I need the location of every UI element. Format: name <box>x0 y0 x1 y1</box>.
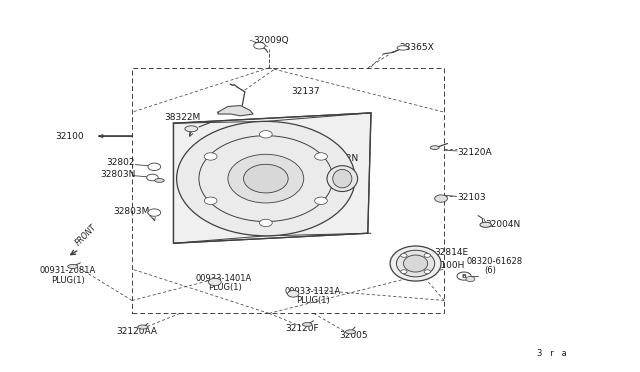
Ellipse shape <box>185 126 198 132</box>
Ellipse shape <box>244 164 288 193</box>
Text: FRONT: FRONT <box>74 223 98 248</box>
Circle shape <box>401 254 407 257</box>
Text: 32803N: 32803N <box>100 170 136 179</box>
Text: 32814E: 32814E <box>435 248 469 257</box>
Circle shape <box>424 254 431 257</box>
Circle shape <box>401 270 407 273</box>
Text: 32103: 32103 <box>457 193 486 202</box>
Circle shape <box>147 174 158 181</box>
Text: 32803M: 32803M <box>113 207 149 217</box>
Circle shape <box>148 163 161 170</box>
Ellipse shape <box>403 255 428 272</box>
Text: 32120AA: 32120AA <box>116 327 157 336</box>
Ellipse shape <box>228 154 304 203</box>
Circle shape <box>204 197 217 205</box>
Text: 38322M: 38322M <box>164 113 200 122</box>
Ellipse shape <box>396 250 435 277</box>
Circle shape <box>287 291 299 297</box>
Text: 32005: 32005 <box>339 331 368 340</box>
Text: 00931-2081A: 00931-2081A <box>40 266 96 275</box>
Text: 32120F: 32120F <box>285 324 319 333</box>
Text: 32120A: 32120A <box>457 148 492 157</box>
Text: PLUG(1): PLUG(1) <box>209 283 242 292</box>
Ellipse shape <box>480 222 492 227</box>
Ellipse shape <box>177 121 355 236</box>
Ellipse shape <box>390 246 441 281</box>
FancyArrowPatch shape <box>230 84 233 86</box>
Text: B: B <box>461 273 467 279</box>
Circle shape <box>315 153 328 160</box>
Circle shape <box>466 276 475 282</box>
Ellipse shape <box>155 179 164 182</box>
Text: 3   r   a: 3 r a <box>537 350 566 359</box>
Text: 08320-61628: 08320-61628 <box>467 257 523 266</box>
Text: 32137: 32137 <box>291 87 320 96</box>
Circle shape <box>315 197 328 205</box>
Text: 32802: 32802 <box>106 157 135 167</box>
Text: 00933-1401A: 00933-1401A <box>196 274 252 283</box>
Ellipse shape <box>138 325 148 329</box>
Text: 28365X: 28365X <box>399 43 435 52</box>
Circle shape <box>457 272 471 280</box>
Text: 38342N: 38342N <box>323 154 358 163</box>
Text: 32004N: 32004N <box>486 220 521 229</box>
Circle shape <box>259 131 272 138</box>
Ellipse shape <box>68 264 78 269</box>
Circle shape <box>148 209 161 216</box>
Ellipse shape <box>430 146 439 150</box>
Ellipse shape <box>333 169 352 188</box>
Text: 32100H: 32100H <box>429 261 465 270</box>
Circle shape <box>204 153 217 160</box>
Ellipse shape <box>397 46 408 50</box>
Circle shape <box>435 195 447 202</box>
Circle shape <box>253 42 265 49</box>
Text: 32100: 32100 <box>56 132 84 141</box>
Bar <box>132 68 444 313</box>
Circle shape <box>259 219 272 227</box>
Text: PLUG(1): PLUG(1) <box>51 276 85 285</box>
Ellipse shape <box>327 166 358 192</box>
Text: 00933-1121A: 00933-1121A <box>285 287 341 296</box>
Polygon shape <box>173 113 371 243</box>
Circle shape <box>209 278 221 286</box>
Polygon shape <box>218 106 253 116</box>
Ellipse shape <box>346 330 356 334</box>
Text: 32009Q: 32009Q <box>253 36 289 45</box>
Circle shape <box>424 270 431 273</box>
Text: (6): (6) <box>484 266 496 275</box>
Text: PLUG(1): PLUG(1) <box>296 296 330 305</box>
Ellipse shape <box>303 323 312 326</box>
